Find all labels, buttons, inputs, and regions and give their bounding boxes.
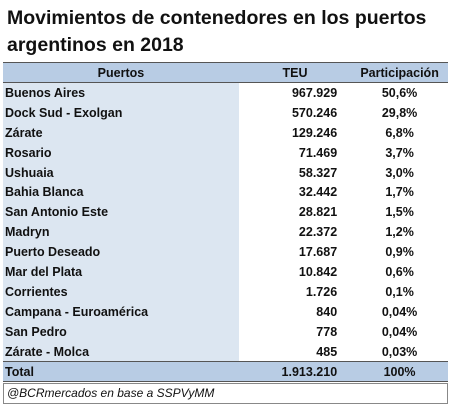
teu-cell: 22.372 (298, 225, 338, 240)
port-name-cell: Rosario (3, 142, 239, 163)
teu-cell: 129.246 (291, 125, 338, 140)
table-row: Puerto Deseado 17.687 0,9% (3, 242, 448, 263)
total-participacion: 100% (351, 361, 448, 383)
table-row: San Antonio Este 28.821 1,5% (3, 202, 448, 223)
total-label: Total (3, 361, 239, 383)
participacion-cell: 0,03% (381, 344, 418, 359)
port-name-cell: Campana - Euroamérica (3, 301, 239, 322)
ports-table: Puertos TEU Participación Buenos Aires 96… (3, 62, 448, 383)
source-note: @BCRmercados en base a SSPVyMM (3, 383, 448, 404)
table-row: Zárate 129.246 6,8% (3, 122, 448, 143)
port-name-cell: Buenos Aires (3, 82, 239, 103)
participacion-cell: 0,04% (381, 304, 418, 319)
table-row: Madryn 22.372 1,2% (3, 222, 448, 243)
total-teu: 1.913.210 (238, 361, 352, 383)
teu-cell: 71.469 (298, 145, 338, 160)
port-name-cell: Mar del Plata (3, 262, 239, 282)
column-header-participacion: Participación (351, 62, 448, 83)
participacion-cell: 1,2% (385, 225, 414, 240)
table-row: Zárate - Molca 485 0,03% (3, 341, 448, 362)
participacion-cell: 0,04% (381, 324, 418, 339)
teu-cell: 485 (316, 344, 338, 359)
port-name-cell: Bahia Blanca (3, 182, 239, 203)
teu-cell: 32.442 (298, 185, 338, 200)
participacion-cell: 0,9% (385, 245, 414, 260)
page-title: Movimientos de contenedores en los puert… (7, 7, 427, 56)
table-row: Bahia Blanca 32.442 1,7% (3, 182, 448, 203)
teu-cell: 17.687 (298, 245, 338, 260)
port-name-cell: Puerto Deseado (3, 242, 239, 263)
table-header-row: Puertos TEU Participación (3, 62, 448, 83)
table-row: Buenos Aires 967.929 50,6% (3, 82, 448, 103)
teu-cell: 58.327 (298, 165, 338, 180)
participacion-cell: 50,6% (381, 85, 418, 100)
teu-cell: 570.246 (291, 105, 338, 120)
table-row: Rosario 71.469 3,7% (3, 142, 448, 163)
teu-cell: 778 (316, 324, 338, 339)
table-row: Ushuaia 58.327 3,0% (3, 162, 448, 183)
participacion-cell: 1,5% (385, 205, 414, 220)
teu-cell: 967.929 (291, 85, 338, 100)
table-row: Mar del Plata 10.842 0,6% (3, 262, 448, 282)
teu-cell: 1.726 (305, 284, 338, 299)
column-header-teu: TEU (238, 62, 352, 83)
participacion-cell: 3,7% (385, 145, 414, 160)
port-name-cell: Ushuaia (3, 162, 239, 183)
participacion-cell: 0,1% (385, 284, 414, 299)
port-name-cell: Corrientes (3, 281, 239, 302)
port-name-cell: Zárate - Molca (3, 341, 239, 362)
teu-cell: 10.842 (298, 264, 338, 279)
table-row: Corrientes 1.726 0,1% (3, 281, 448, 302)
port-name-cell: Dock Sud - Exolgan (3, 102, 239, 123)
participacion-cell: 3,0% (385, 165, 414, 180)
table-row: Dock Sud - Exolgan 570.246 29,8% (3, 102, 448, 123)
column-header-puertos: Puertos (3, 62, 239, 83)
teu-cell: 840 (316, 304, 338, 319)
total-row: Total 1.913.210 100% (3, 361, 448, 383)
participacion-cell: 0,6% (385, 264, 414, 279)
table-row: Campana - Euroamérica 840 0,04% (3, 301, 448, 322)
teu-cell: 28.821 (298, 205, 338, 220)
participacion-cell: 29,8% (381, 105, 418, 120)
port-name-cell: Madryn (3, 222, 239, 243)
participacion-cell: 1,7% (385, 185, 414, 200)
port-name-cell: San Antonio Este (3, 202, 239, 223)
port-name-cell: San Pedro (3, 321, 239, 342)
table-row: San Pedro 778 0,04% (3, 321, 448, 342)
participacion-cell: 6,8% (385, 125, 414, 140)
port-name-cell: Zárate (3, 122, 239, 143)
